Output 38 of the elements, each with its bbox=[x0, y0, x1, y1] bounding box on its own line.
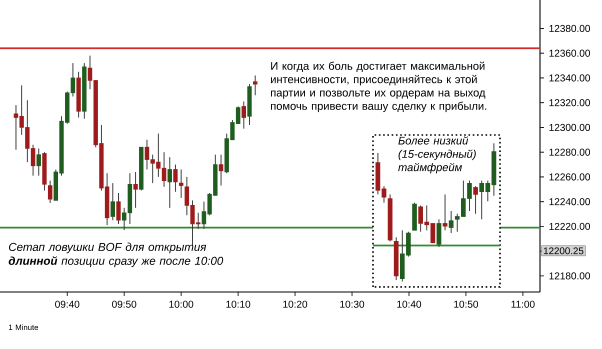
x-tick-label: 10:40 bbox=[397, 300, 422, 308]
y-tick-label: 12300.00 bbox=[549, 124, 590, 131]
text: 12200.25 bbox=[544, 247, 584, 254]
candlestick bbox=[242, 100, 246, 130]
y-tick-label: 12380.00 bbox=[549, 24, 590, 32]
candlestick bbox=[436, 218, 442, 248]
y-tick-label: 12220.00 bbox=[549, 222, 590, 230]
x-tick-label: 09:50 bbox=[112, 300, 136, 308]
y-tick-label: 12360.00 bbox=[549, 50, 590, 57]
candlestick bbox=[133, 172, 138, 208]
y-tick-label: 12280.00 bbox=[549, 148, 590, 156]
x-tick-label: 10:50 bbox=[454, 300, 478, 308]
x-tick-label: 10:00 bbox=[169, 300, 194, 308]
y-tick-label: 12180.00 bbox=[549, 272, 590, 280]
y-tick-label: 12260.00 bbox=[549, 173, 590, 180]
candlestick bbox=[173, 164, 178, 192]
x-tick-label: 10:10 bbox=[226, 300, 250, 308]
candlestick bbox=[178, 169, 184, 198]
annotation: И когда их боль достигает максимальной интенсивности, присоединяйтесь к этой партии и позвольте их ордерам на выход помочь привести вашу сделку к прибыли. bbox=[271, 62, 486, 112]
y-tick-label: 12320.00 bbox=[549, 99, 590, 106]
annotation: Сетап ловушки BOF для открытия длинной позиции сразу же после 10:00 bbox=[8, 242, 224, 268]
x-tick-label: 10:20 bbox=[283, 300, 308, 308]
y-tick-label: 12240.00 bbox=[549, 198, 590, 206]
candlestick bbox=[36, 148, 41, 176]
candlestick bbox=[253, 74, 258, 96]
candlestick bbox=[218, 154, 224, 186]
candlestick bbox=[448, 210, 454, 234]
x-tick-label: 09:40 bbox=[55, 300, 80, 308]
candlestick bbox=[442, 194, 448, 231]
candlestick bbox=[116, 192, 121, 224]
candlestick bbox=[48, 180, 52, 204]
x-tick-label: 10:30 bbox=[340, 300, 364, 308]
candlestick bbox=[168, 156, 172, 208]
y-tick-label: 12340.00 bbox=[549, 74, 590, 82]
text: Более низкий (15-секундный) таймфрейм bbox=[398, 136, 476, 174]
candlestick bbox=[473, 186, 478, 214]
candlestick bbox=[110, 182, 115, 221]
x-tick-label: 11:00 bbox=[512, 300, 535, 308]
